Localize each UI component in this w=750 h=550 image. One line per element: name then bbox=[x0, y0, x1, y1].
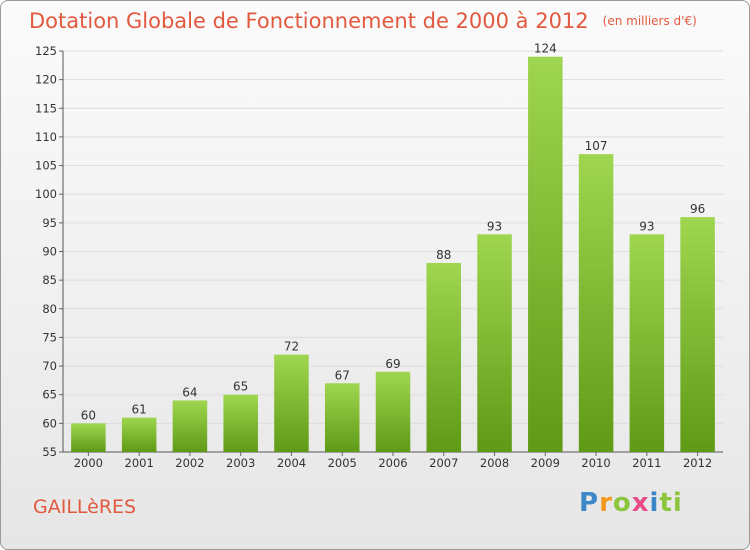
bar-value-label: 65 bbox=[233, 380, 248, 394]
y-tick-label: 65 bbox=[42, 388, 57, 402]
bar bbox=[629, 234, 665, 452]
bar-value-label: 61 bbox=[132, 403, 147, 417]
bars bbox=[71, 56, 715, 452]
logo-letter: x bbox=[631, 488, 650, 518]
y-tick-label: 60 bbox=[42, 416, 57, 430]
chart-title: Dotation Globale de Fonctionnement de 20… bbox=[29, 9, 697, 33]
bar-value-label: 124 bbox=[534, 42, 557, 56]
bar bbox=[172, 400, 208, 452]
x-tick-label: 2002 bbox=[175, 456, 204, 470]
bar bbox=[426, 262, 462, 452]
x-tick-label: 2011 bbox=[632, 456, 661, 470]
bar bbox=[223, 394, 258, 452]
y-tick-label: 80 bbox=[42, 302, 57, 316]
bar bbox=[274, 354, 309, 452]
bar bbox=[121, 417, 157, 452]
x-tick-label: 2004 bbox=[277, 456, 306, 470]
y-tick-label: 125 bbox=[35, 44, 57, 58]
y-tick-label: 105 bbox=[35, 159, 57, 173]
chart-subtitle: (en milliers d'€) bbox=[602, 14, 697, 28]
bar-value-label: 69 bbox=[385, 357, 400, 371]
y-tick-label: 75 bbox=[42, 330, 57, 344]
logo-letter: i bbox=[672, 488, 683, 518]
y-tick-label: 55 bbox=[42, 445, 57, 459]
x-tick-label: 2006 bbox=[378, 456, 407, 470]
logo-letter: i bbox=[649, 488, 660, 518]
bar-value-label: 60 bbox=[81, 408, 96, 422]
x-tick-label: 2012 bbox=[683, 456, 712, 470]
bar bbox=[375, 371, 411, 452]
bar bbox=[71, 423, 106, 452]
bar bbox=[528, 56, 563, 452]
y-tick-label: 115 bbox=[35, 101, 57, 115]
bar-value-label: 107 bbox=[585, 139, 608, 153]
bar-value-label: 93 bbox=[639, 219, 654, 233]
bar bbox=[578, 154, 614, 452]
x-tick-label: 2005 bbox=[328, 456, 357, 470]
x-tick-label: 2010 bbox=[581, 456, 610, 470]
bar bbox=[324, 383, 360, 452]
y-tick-label: 110 bbox=[35, 130, 57, 144]
y-tick-label: 90 bbox=[42, 245, 57, 259]
logo-letter: r bbox=[599, 488, 613, 518]
proxiti-logo: Proxiti bbox=[579, 488, 683, 518]
logo-letter: o bbox=[612, 488, 632, 518]
x-tick-label: 2009 bbox=[531, 456, 560, 470]
x-tick-label: 2008 bbox=[480, 456, 509, 470]
y-tick-label: 70 bbox=[42, 359, 57, 373]
commune-name: GAILLèRES bbox=[33, 496, 137, 518]
x-tick-label: 2000 bbox=[74, 456, 103, 470]
x-tick-label: 2007 bbox=[429, 456, 458, 470]
x-tick-label: 2001 bbox=[125, 456, 154, 470]
bar-value-label: 93 bbox=[487, 219, 502, 233]
x-tick-label: 2003 bbox=[226, 456, 255, 470]
bar-value-label: 72 bbox=[284, 340, 299, 354]
logo-letter: P bbox=[579, 488, 600, 518]
chart-title-text: Dotation Globale de Fonctionnement de 20… bbox=[29, 9, 589, 33]
bar bbox=[680, 217, 715, 452]
bar-value-label: 67 bbox=[335, 368, 350, 382]
y-tick-label: 100 bbox=[35, 187, 57, 201]
bar-value-label: 96 bbox=[690, 202, 705, 216]
logo-letter: t bbox=[659, 488, 673, 518]
bar-value-label: 64 bbox=[182, 385, 197, 399]
bar bbox=[477, 234, 512, 452]
y-tick-label: 120 bbox=[35, 73, 57, 87]
bar-value-label: 88 bbox=[436, 248, 451, 262]
y-tick-label: 85 bbox=[42, 273, 57, 287]
y-tick-label: 95 bbox=[42, 216, 57, 230]
labels: 60 61 64 65 72 67 69 88 93 124 107 93 96 bbox=[81, 42, 706, 423]
